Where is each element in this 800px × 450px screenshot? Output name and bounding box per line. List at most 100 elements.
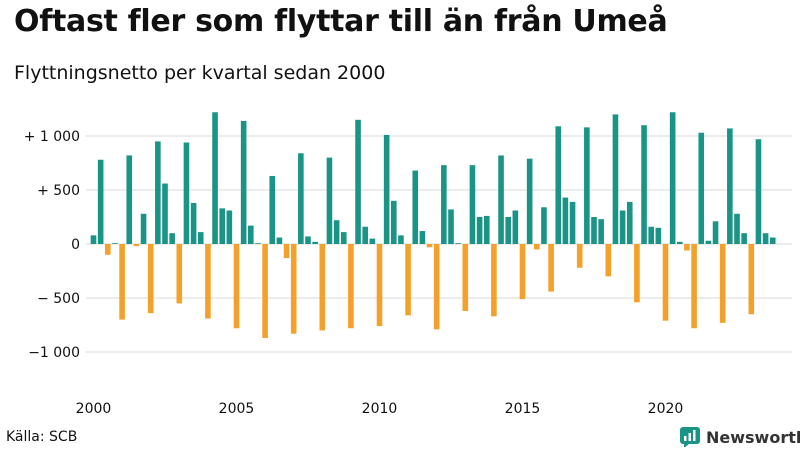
bar [619, 210, 626, 244]
bar [226, 210, 233, 244]
bar [512, 210, 519, 244]
bar [476, 217, 483, 244]
bar [455, 243, 461, 244]
bar [534, 244, 540, 250]
bar [483, 215, 490, 244]
bar [541, 207, 547, 244]
bar [133, 244, 140, 247]
bar [569, 201, 576, 244]
bar [312, 241, 318, 244]
bar [405, 244, 411, 316]
bar [755, 139, 762, 244]
bar [419, 231, 426, 244]
bar [734, 213, 740, 244]
bar [641, 125, 647, 244]
bar [97, 159, 104, 244]
bar [290, 244, 297, 334]
bar [684, 244, 690, 251]
bar [362, 226, 368, 244]
bar [412, 170, 419, 244]
bar [169, 233, 175, 244]
bar [205, 244, 211, 319]
bar [355, 119, 361, 244]
y-tick-label: + 500 [37, 183, 80, 199]
bar [526, 158, 533, 244]
chart-title: Oftast fler som flyttar till än från Ume… [14, 4, 668, 39]
bar [719, 244, 726, 323]
bar [441, 165, 447, 244]
bar [727, 128, 733, 244]
source-note: Källa: SCB [6, 429, 78, 445]
bar [348, 244, 354, 329]
bar [240, 120, 247, 244]
bar [591, 217, 597, 244]
bar [634, 244, 640, 303]
bar [491, 244, 497, 317]
bar [333, 220, 340, 244]
bar [183, 142, 190, 244]
bar [605, 244, 612, 277]
bar [762, 233, 769, 244]
bar [698, 132, 705, 244]
bar [584, 127, 590, 244]
bar [305, 236, 311, 244]
bar [112, 243, 118, 244]
bar [562, 197, 569, 244]
bar [105, 244, 111, 255]
bar [262, 244, 268, 338]
x-tick-label: 2020 [648, 401, 684, 417]
bar [369, 238, 376, 244]
bar [319, 244, 326, 331]
bar [155, 141, 161, 244]
bar [662, 244, 669, 321]
bar [298, 153, 304, 244]
y-tick-label: −1 000 [28, 345, 80, 361]
x-tick-label: 2000 [76, 401, 112, 417]
bar [655, 227, 662, 244]
chart-logo-icon [680, 427, 700, 447]
bar [712, 221, 719, 244]
bar [383, 134, 390, 244]
x-axis-ticks: 2000 2005 2010 2015 2020 [76, 401, 684, 417]
bar [576, 244, 583, 268]
bar [391, 200, 397, 244]
bar [126, 155, 133, 244]
bar [212, 112, 218, 245]
bar [190, 202, 197, 244]
bar [340, 232, 347, 244]
y-tick-label: − 500 [37, 291, 80, 307]
bar [462, 244, 469, 311]
bar [426, 244, 433, 248]
bar [276, 237, 283, 244]
newsworthy-logo[interactable]: Newsworthy [680, 426, 800, 448]
bar [626, 201, 633, 244]
bar [176, 244, 183, 304]
bar [233, 244, 240, 329]
x-tick-label: 2010 [362, 401, 398, 417]
bar [398, 235, 404, 244]
bar [469, 165, 476, 244]
bar [219, 208, 225, 244]
bar [691, 244, 697, 329]
bar [741, 233, 747, 244]
bar [147, 244, 154, 314]
bar [748, 244, 755, 315]
bar [248, 225, 254, 244]
bar [648, 226, 654, 244]
bar [269, 175, 276, 244]
bar [498, 155, 504, 244]
bar [90, 235, 97, 244]
bar [433, 244, 440, 330]
bar [119, 244, 125, 320]
bar [376, 244, 383, 327]
bar [197, 232, 204, 244]
bar [669, 112, 676, 245]
bar [505, 217, 511, 244]
bar [677, 241, 683, 244]
bar [326, 157, 333, 244]
y-tick-label: + 1 000 [24, 129, 80, 145]
bar [162, 183, 168, 244]
bars [90, 112, 776, 338]
chart-subtitle: Flyttningsnetto per kvartal sedan 2000 [14, 62, 386, 84]
